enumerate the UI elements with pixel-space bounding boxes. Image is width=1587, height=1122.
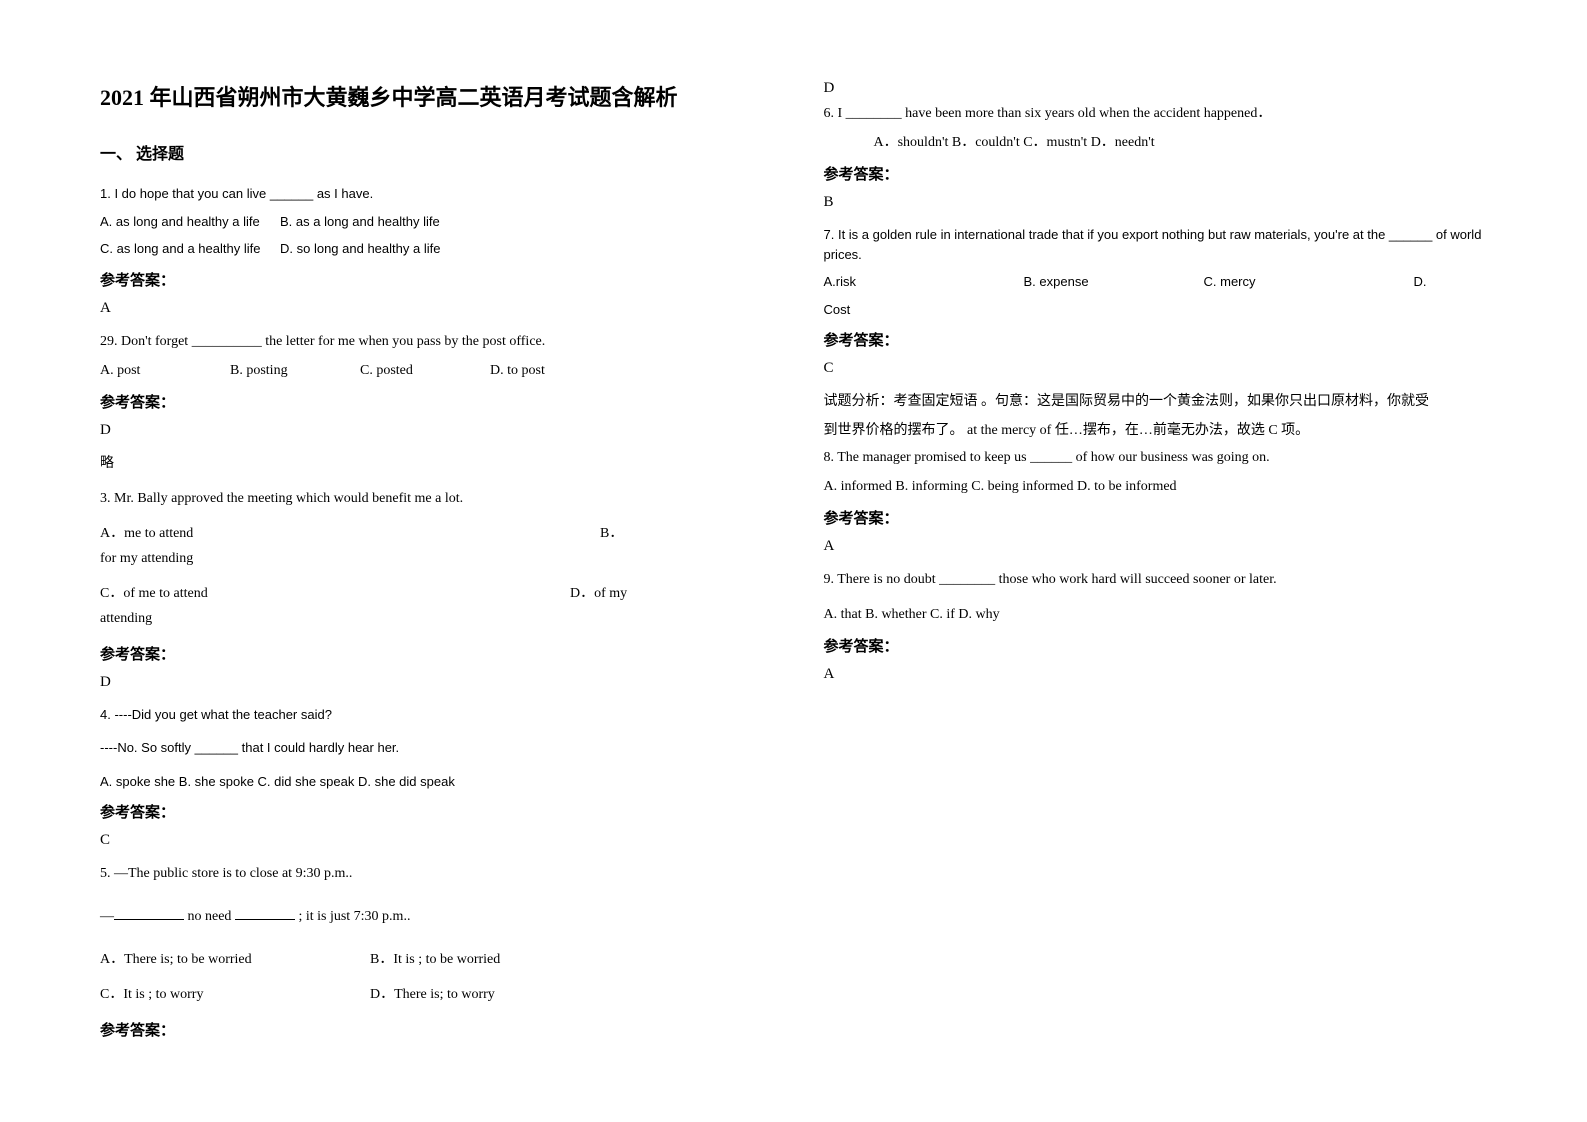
q5-opts-row1: A．There is; to be worried B．It is ; to b… xyxy=(100,949,764,970)
q5-answer-label: 参考答案： xyxy=(100,1019,764,1040)
q29-optC: C. posted xyxy=(360,360,490,381)
q3-stem: 3. Mr. Bally approved the meeting which … xyxy=(100,488,764,509)
q8-stem: 8. The manager promised to keep us _____… xyxy=(824,447,1488,468)
q1-answer: A xyxy=(100,300,764,317)
q29-note: 略 xyxy=(100,453,764,474)
q9-opts: A. that B. whether C. if D. why xyxy=(824,604,1488,625)
q3-optA: A．me to attend xyxy=(100,523,600,544)
q6-opts: A．shouldn't B．couldn't C．mustn't D．needn… xyxy=(824,132,1488,153)
q9-answer: A xyxy=(824,666,1488,683)
q6-answer: B xyxy=(824,194,1488,211)
q3-answer-label: 参考答案： xyxy=(100,643,764,664)
q29-answer: D xyxy=(100,422,764,439)
q3-optB-rest: for my attending xyxy=(100,548,764,569)
q8-answer-label: 参考答案： xyxy=(824,507,1488,528)
q1-optA: A. as long and healthy a life xyxy=(100,212,280,232)
q9-stem: 9. There is no doubt ________ those who … xyxy=(824,569,1488,590)
q4-stem1: 4. ----Did you get what the teacher said… xyxy=(100,705,764,725)
q4-answer: C xyxy=(100,832,764,849)
q7-optD-rest: Cost xyxy=(824,300,1488,320)
q3-answer: D xyxy=(100,674,764,691)
q7-opts-row: A.risk B. expense C. mercy D. xyxy=(824,272,1488,292)
q6-stem: 6. I ________ have been more than six ye… xyxy=(824,103,1488,124)
q8-opts: A. informed B. informing C. being inform… xyxy=(824,476,1488,497)
q3-optB-part: B． xyxy=(600,523,623,544)
q7-optB: B. expense xyxy=(1024,272,1204,292)
q1-optC: C. as long and a healthy life xyxy=(100,239,280,259)
q29-optB: B. posting xyxy=(230,360,360,381)
q6-answer-label: 参考答案： xyxy=(824,163,1488,184)
q7-optA: A.risk xyxy=(824,272,1024,292)
q4-stem2: ----No. So softly ______ that I could ha… xyxy=(100,738,764,758)
q5-dash: — xyxy=(100,909,114,924)
q29-opts: A. post B. posting C. posted D. to post xyxy=(100,360,764,381)
q1-stem: 1. I do hope that you can live ______ as… xyxy=(100,184,764,204)
q5-optB: B．It is ; to be worried xyxy=(370,949,500,970)
q5-end: ; it is just 7:30 p.m.. xyxy=(295,909,411,924)
q3-opts-row2: C．of me to attend D．of my xyxy=(100,583,764,604)
q4-answer-label: 参考答案： xyxy=(100,801,764,822)
section-heading: 一、 选择题 xyxy=(100,140,764,164)
q4-opts: A. spoke she B. she spoke C. did she spe… xyxy=(100,772,764,792)
q5-optC: C．It is ; to worry xyxy=(100,984,370,1005)
q9-answer-label: 参考答案： xyxy=(824,635,1488,656)
page-title: 2021 年山西省朔州市大黄巍乡中学高二英语月考试题含解析 xyxy=(100,80,764,112)
q3-optD-part: D．of my xyxy=(570,583,627,604)
q5-mid: no need xyxy=(184,909,235,924)
q5-stem2: — no need ; it is just 7:30 p.m.. xyxy=(100,906,764,927)
q29-optD: D. to post xyxy=(490,360,545,381)
q5-optD: D．There is; to worry xyxy=(370,984,495,1005)
q7-answer: C xyxy=(824,360,1488,377)
blank-2 xyxy=(235,906,295,920)
q29-optA: A. post xyxy=(100,360,230,381)
q7-analysis1: 试题分析：考查固定短语 。句意：这是国际贸易中的一个黄金法则，如果你只出口原材料… xyxy=(824,391,1488,412)
exam-page: 2021 年山西省朔州市大黄巍乡中学高二英语月考试题含解析 一、 选择题 1. … xyxy=(100,80,1487,1040)
q5-stem1: 5. —The public store is to close at 9:30… xyxy=(100,863,764,884)
q29-answer-label: 参考答案： xyxy=(100,391,764,412)
q7-stem: 7. It is a golden rule in international … xyxy=(824,225,1488,264)
q5-opts-row2: C．It is ; to worry D．There is; to worry xyxy=(100,984,764,1005)
q7-optD-letter: D. xyxy=(1414,272,1427,292)
q3-opts-row1: A．me to attend B． xyxy=(100,523,764,544)
q1-optD: D. so long and healthy a life xyxy=(280,239,440,259)
q1-answer-label: 参考答案： xyxy=(100,269,764,290)
q29-stem: 29. Don't forget __________ the letter f… xyxy=(100,331,764,352)
q7-optC: C. mercy xyxy=(1204,272,1414,292)
q1-optB: B. as a long and healthy life xyxy=(280,212,440,232)
q7-answer-label: 参考答案： xyxy=(824,329,1488,350)
blank-1 xyxy=(114,906,184,920)
q1-opts-row2: C. as long and a healthy life D. so long… xyxy=(100,239,764,259)
q1-opts-row1: A. as long and healthy a life B. as a lo… xyxy=(100,212,764,232)
q5-answer: D xyxy=(824,80,1488,97)
q5-optA: A．There is; to be worried xyxy=(100,949,370,970)
q8-answer: A xyxy=(824,538,1488,555)
q3-optC: C．of me to attend xyxy=(100,583,570,604)
q3-optD-rest: attending xyxy=(100,608,764,629)
q7-analysis2: 到世界价格的摆布了。 at the mercy of 任…摆布，在…前毫无办法，… xyxy=(824,420,1488,441)
